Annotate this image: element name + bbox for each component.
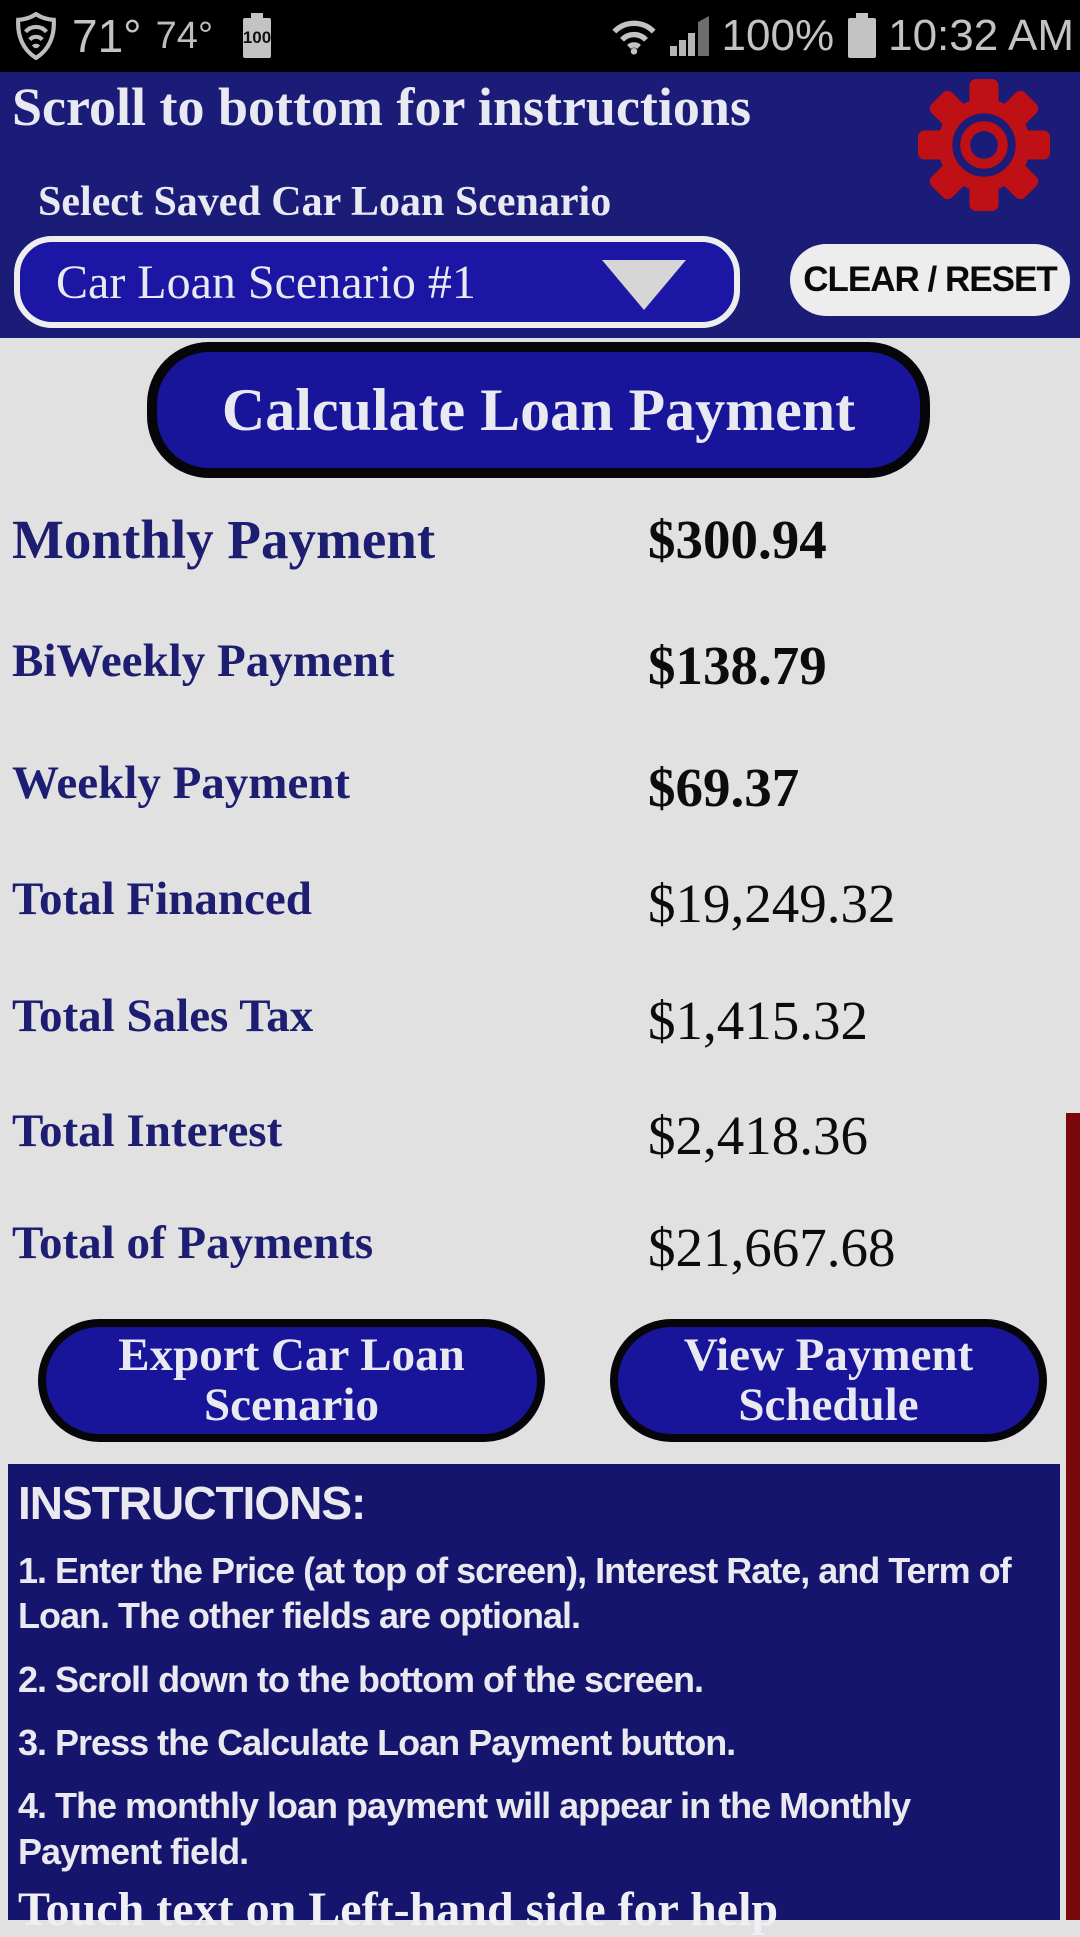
header-banner: Scroll to bottom for instructions xyxy=(12,77,751,137)
temperature-secondary: 74° xyxy=(155,14,214,57)
result-value: $21,667.68 xyxy=(648,1217,896,1278)
instruction-item-4: 4. The monthly loan payment will appear … xyxy=(18,1785,911,1872)
result-value: $138.79 xyxy=(648,635,827,696)
result-label[interactable]: Total Financed xyxy=(12,873,312,925)
result-row-monthly: Monthly Payment $300.94 xyxy=(0,508,1060,571)
result-value: $300.94 xyxy=(648,509,827,570)
status-bar: 71° 74° 100 100% 10:32 AM xyxy=(0,0,1080,72)
result-label[interactable]: Total of Payments xyxy=(12,1217,374,1269)
instructions-panel: INSTRUCTIONS: 1. Enter the Price (at top… xyxy=(8,1464,1060,1936)
calculate-loan-payment-button[interactable]: Calculate Loan Payment xyxy=(147,342,930,478)
view-payment-schedule-button[interactable]: View Payment Schedule xyxy=(610,1319,1047,1442)
battery-level-text: 100 xyxy=(242,28,272,47)
scenario-dropdown[interactable]: Car Loan Scenario #1 xyxy=(14,236,740,328)
cell-signal-icon xyxy=(669,16,709,56)
instructions-heading: INSTRUCTIONS: xyxy=(18,1477,366,1529)
export-scenario-button[interactable]: Export Car Loan Scenario xyxy=(38,1319,545,1442)
result-row-biweekly: BiWeekly Payment $138.79 xyxy=(0,634,1060,696)
security-shield-icon xyxy=(16,12,56,60)
result-label[interactable]: Weekly Payment xyxy=(12,757,351,809)
instructions-footer-help: Touch text on Left-hand side for help xyxy=(18,1883,779,1937)
result-value: $69.37 xyxy=(648,757,800,818)
result-label[interactable]: Total Interest xyxy=(12,1105,283,1157)
battery-icon xyxy=(846,13,878,59)
dropdown-triangle-icon xyxy=(602,260,686,310)
instruction-item-1: 1. Enter the Price (at top of screen), I… xyxy=(18,1550,1012,1637)
result-row-total-of-payments: Total of Payments $21,667.68 xyxy=(0,1216,1060,1278)
settings-gear-icon[interactable] xyxy=(918,74,1050,216)
result-row-total-interest: Total Interest $2,418.36 xyxy=(0,1104,1060,1166)
battery-percent: 100% xyxy=(721,11,835,60)
result-row-weekly: Weekly Payment $69.37 xyxy=(0,756,1060,818)
select-scenario-label: Select Saved Car Loan Scenario xyxy=(38,179,612,225)
instruction-item-2: 2. Scroll down to the bottom of the scre… xyxy=(18,1658,704,1700)
app-header: Scroll to bottom for instructions Select… xyxy=(0,72,1080,338)
vertical-scrollbar-thumb[interactable] xyxy=(1066,1113,1080,1920)
result-row-total-financed: Total Financed $19,249.32 xyxy=(0,872,1060,934)
result-label[interactable]: Total Sales Tax xyxy=(12,990,314,1042)
clock: 10:32 AM xyxy=(888,11,1074,60)
result-label[interactable]: BiWeekly Payment xyxy=(12,635,395,687)
result-value: $2,418.36 xyxy=(648,1105,868,1166)
wifi-icon xyxy=(611,20,656,55)
status-left-group: 71° 74° 100 xyxy=(14,0,273,72)
battery-level-icon: 100 xyxy=(241,13,273,59)
temperature-primary: 71° xyxy=(72,10,142,62)
instruction-item-3: 3. Press the Calculate Loan Payment butt… xyxy=(18,1722,736,1764)
scenario-dropdown-value: Car Loan Scenario #1 xyxy=(56,255,476,309)
clear-reset-button[interactable]: CLEAR / RESET xyxy=(790,244,1070,316)
status-right-group: 100% 10:32 AM xyxy=(610,0,1074,72)
result-value: $19,249.32 xyxy=(648,873,896,934)
result-label[interactable]: Monthly Payment xyxy=(12,509,436,570)
result-value: $1,415.32 xyxy=(648,990,868,1051)
result-row-total-sales-tax: Total Sales Tax $1,415.32 xyxy=(0,989,1060,1051)
